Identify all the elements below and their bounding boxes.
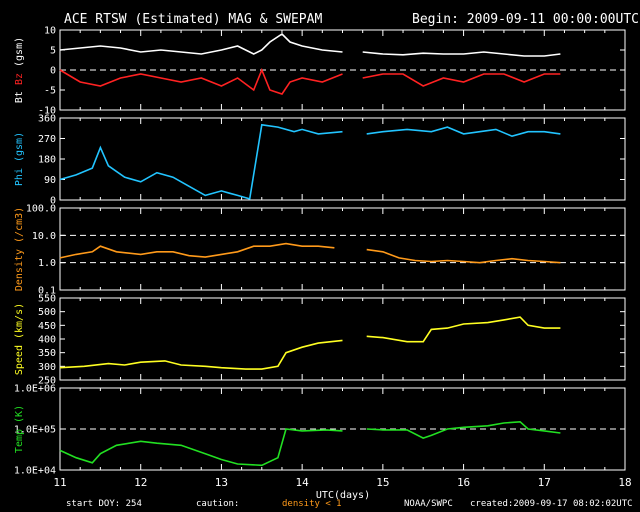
y-axis-label: Density (/cm3) [14,207,25,291]
x-tick-label: 14 [296,476,310,489]
y-axis-label-part: Speed (km/s) [14,303,25,375]
series-line [59,420,561,467]
panel-frame [59,207,626,291]
begin-time: Begin: 2009-09-11 00:00:00UTC [412,12,639,27]
y-tick-label: 1.0E+06 [14,384,56,395]
y-axis-label: Bt Bz (gsm) [14,37,25,103]
y-tick-label: 5 [50,46,56,57]
x-tick-label: 15 [376,476,389,489]
y-axis-label: Phi (gsm) [14,132,25,186]
x-tick-label: 17 [538,476,551,489]
y-tick-label: 1.0E+04 [14,466,56,477]
chart-title: ACE RTSW (Estimated) MAG & SWEPAM [64,12,323,27]
start-doy: start DOY: 254 [66,499,142,509]
y-tick-label: 400 [38,335,56,346]
density-caution: density < 1 [282,499,342,509]
x-tick-label: 18 [618,476,631,489]
y-tick-label: 180 [38,155,56,166]
source-label: NOAA/SWPC [404,499,453,509]
x-axis-label: UTC(days) [316,490,370,501]
y-tick-label: 10 [44,26,56,37]
y-tick-label: -10 [38,106,56,117]
y-tick-label: 1.0 [38,258,56,269]
y-tick-label: 360 [38,114,56,125]
y-tick-label: 450 [38,321,56,332]
y-tick-label: 90 [44,175,56,186]
x-tick-label: 16 [457,476,470,489]
series-line [59,316,561,370]
series-line [59,67,561,95]
y-axis-label: Speed (km/s) [14,303,25,375]
panel-frame [59,117,626,201]
series-line [59,32,561,57]
y-axis-label-part: Bt [14,91,25,103]
series-line [59,242,561,264]
created-time: created:2009-09-17 08:02:02UTC [470,499,633,509]
y-tick-label: 500 [38,307,56,318]
y-axis-label: Temp (K) [14,405,25,453]
y-tick-label: 350 [38,348,56,359]
y-tick-label: 550 [38,294,56,305]
y-tick-label: 300 [38,362,56,373]
y-axis-label-part: (gsm) [14,37,25,73]
y-tick-label: 1.0E+05 [14,425,56,436]
y-tick-label: -5 [44,86,56,97]
y-tick-label: 0 [50,196,56,207]
panel-frame [59,297,626,381]
caution-label: caution: [196,499,240,509]
y-tick-label: 250 [38,376,56,387]
x-tick-label: 11 [53,476,66,489]
y-axis-label-part: Bz [14,73,25,91]
series-line [59,123,561,200]
y-tick-label: 0 [50,66,56,77]
x-tick-label: 12 [134,476,147,489]
x-tick-label: 13 [215,476,228,489]
y-tick-label: 270 [38,134,56,145]
y-tick-label: 0.1 [38,286,56,297]
y-tick-label: 10.0 [32,231,56,242]
y-axis-label-part: Phi (gsm) [14,132,25,186]
y-axis-label-part: Temp (K) [14,405,25,453]
y-axis-label-part: Density (/cm3) [14,207,25,291]
y-tick-label: 100.0 [26,204,56,215]
